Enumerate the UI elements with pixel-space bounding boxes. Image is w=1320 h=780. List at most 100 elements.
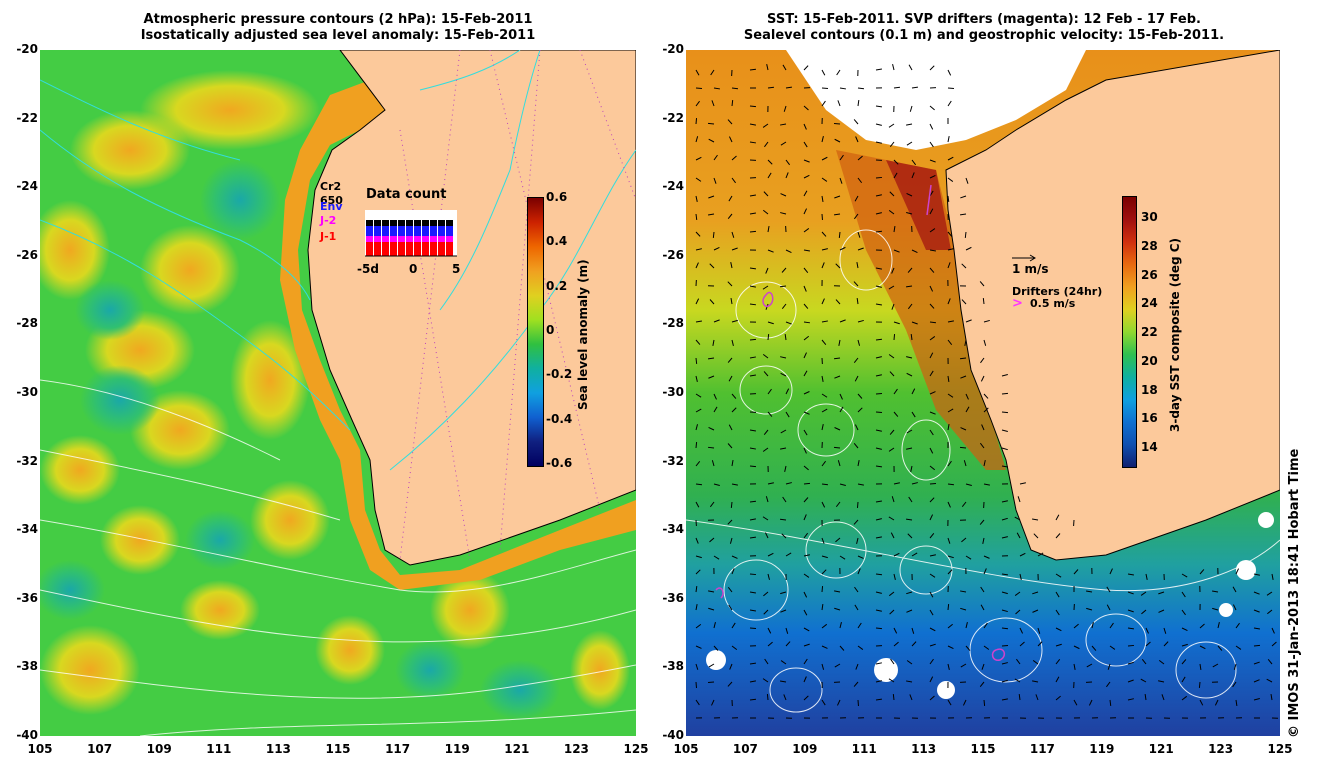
velocity-arrow	[781, 533, 787, 539]
velocity-arrow	[728, 424, 733, 431]
velocity-arrow	[1019, 482, 1026, 485]
sla-colorbar-tick: 0	[546, 323, 555, 337]
velocity-arrow	[803, 554, 810, 557]
velocity-arrow	[1109, 699, 1112, 707]
inset-bar	[382, 242, 389, 256]
velocity-arrow	[854, 195, 859, 202]
velocity-arrow	[875, 573, 883, 576]
left-y-tick-label: -40	[16, 728, 38, 742]
right-map	[686, 50, 1280, 736]
velocity-arrow	[947, 177, 954, 182]
velocity-arrow	[857, 555, 864, 559]
velocity-arrow	[1015, 609, 1021, 615]
velocity-arrow	[695, 117, 698, 125]
velocity-arrow	[853, 281, 859, 287]
velocity-arrow	[965, 393, 969, 400]
left-y-tick-label: -22	[16, 110, 38, 125]
velocity-arrow	[779, 285, 787, 288]
sla-colorbar-tick: 0.4	[546, 234, 568, 249]
velocity-arrow	[980, 375, 985, 382]
velocity-arrow	[1014, 591, 1021, 596]
velocity-arrow	[1181, 591, 1186, 598]
velocity-arrow	[1032, 591, 1039, 595]
velocity-arrow	[1073, 645, 1080, 650]
velocity-arrow	[834, 195, 841, 199]
velocity-arrow	[929, 123, 934, 130]
velocity-arrow	[803, 573, 810, 578]
velocity-arrow	[695, 441, 698, 449]
velocity-arrow	[780, 141, 787, 146]
velocity-scale-label: 1 m/s	[1012, 262, 1049, 276]
sst-colorbar-tick: 24	[1141, 296, 1158, 311]
velocity-arrow	[929, 643, 936, 647]
sst-colorbar-tick: 26	[1141, 267, 1158, 282]
satellite-tracks	[399, 50, 636, 561]
inset-bar	[438, 220, 445, 226]
velocity-arrow	[821, 262, 825, 269]
velocity-arrow	[960, 607, 967, 611]
velocity-arrow	[803, 285, 807, 292]
velocity-arrow	[947, 623, 953, 629]
velocity-arrow	[762, 678, 769, 683]
velocity-arrow	[834, 607, 841, 611]
velocity-arrow	[1001, 392, 1009, 395]
velocity-arrow	[857, 645, 864, 650]
velocity-arrow	[708, 375, 715, 379]
velocity-arrow	[749, 141, 757, 144]
inset-bar	[390, 220, 397, 226]
velocity-arrow	[1212, 607, 1219, 611]
velocity-arrow	[1181, 573, 1188, 578]
velocity-arrow	[779, 680, 787, 683]
velocity-arrow	[764, 141, 769, 148]
velocity-arrow	[749, 374, 757, 377]
inset-bar	[398, 220, 405, 226]
velocity-arrow	[1161, 694, 1165, 701]
velocity-arrow	[1109, 622, 1114, 629]
velocity-arrow	[962, 699, 967, 706]
right-x-tick-label: 117	[1029, 742, 1055, 756]
velocity-arrow	[1016, 658, 1021, 665]
velocity-arrow	[929, 411, 936, 415]
velocity-arrow	[1253, 573, 1260, 576]
velocity-arrow	[857, 247, 864, 251]
velocity-arrow	[695, 555, 702, 559]
inset-bar	[390, 236, 397, 242]
velocity-arrow	[893, 482, 900, 485]
velocity-arrow	[727, 357, 733, 363]
velocity-arrow	[749, 447, 756, 450]
right-title-line1: SST: 15-Feb-2011. SVP drifters (magenta)…	[767, 12, 1201, 27]
velocity-arrow	[893, 411, 899, 417]
velocity-arrow	[1267, 609, 1273, 615]
left-x-tick-label: 123	[563, 742, 589, 756]
velocity-arrow	[961, 501, 967, 508]
velocity-arrow	[929, 303, 935, 309]
velocity-arrow	[875, 536, 882, 539]
velocity-arrow	[821, 136, 824, 143]
velocity-arrow	[709, 501, 715, 508]
australia-land	[307, 50, 636, 566]
velocity-arrow	[888, 285, 895, 290]
velocity-arrow	[1073, 623, 1079, 629]
inset-bar	[446, 226, 453, 236]
velocity-arrow	[1140, 591, 1147, 596]
velocity-arrow	[979, 519, 985, 525]
velocity-arrow	[833, 446, 841, 449]
velocity-arrow	[1106, 586, 1111, 593]
velocity-arrow	[960, 375, 967, 379]
velocity-arrow	[749, 105, 757, 108]
velocity-arrow	[965, 177, 969, 184]
velocity-arrow	[980, 586, 985, 593]
velocity-arrow	[1086, 590, 1093, 593]
inset-bar	[398, 236, 405, 242]
sst-colorbar-label: 3-day SST composite (deg C)	[1168, 237, 1182, 432]
velocity-arrow	[929, 208, 934, 215]
velocity-arrow	[1212, 590, 1219, 593]
velocity-arrow	[764, 532, 769, 539]
velocity-arrow	[1163, 627, 1167, 634]
velocity-arrow	[766, 64, 769, 71]
velocity-arrow	[857, 87, 865, 90]
velocity-arrow	[1127, 698, 1134, 701]
velocity-arrow	[803, 105, 809, 111]
velocity-arrow	[929, 190, 934, 197]
inset-bar	[430, 242, 437, 256]
